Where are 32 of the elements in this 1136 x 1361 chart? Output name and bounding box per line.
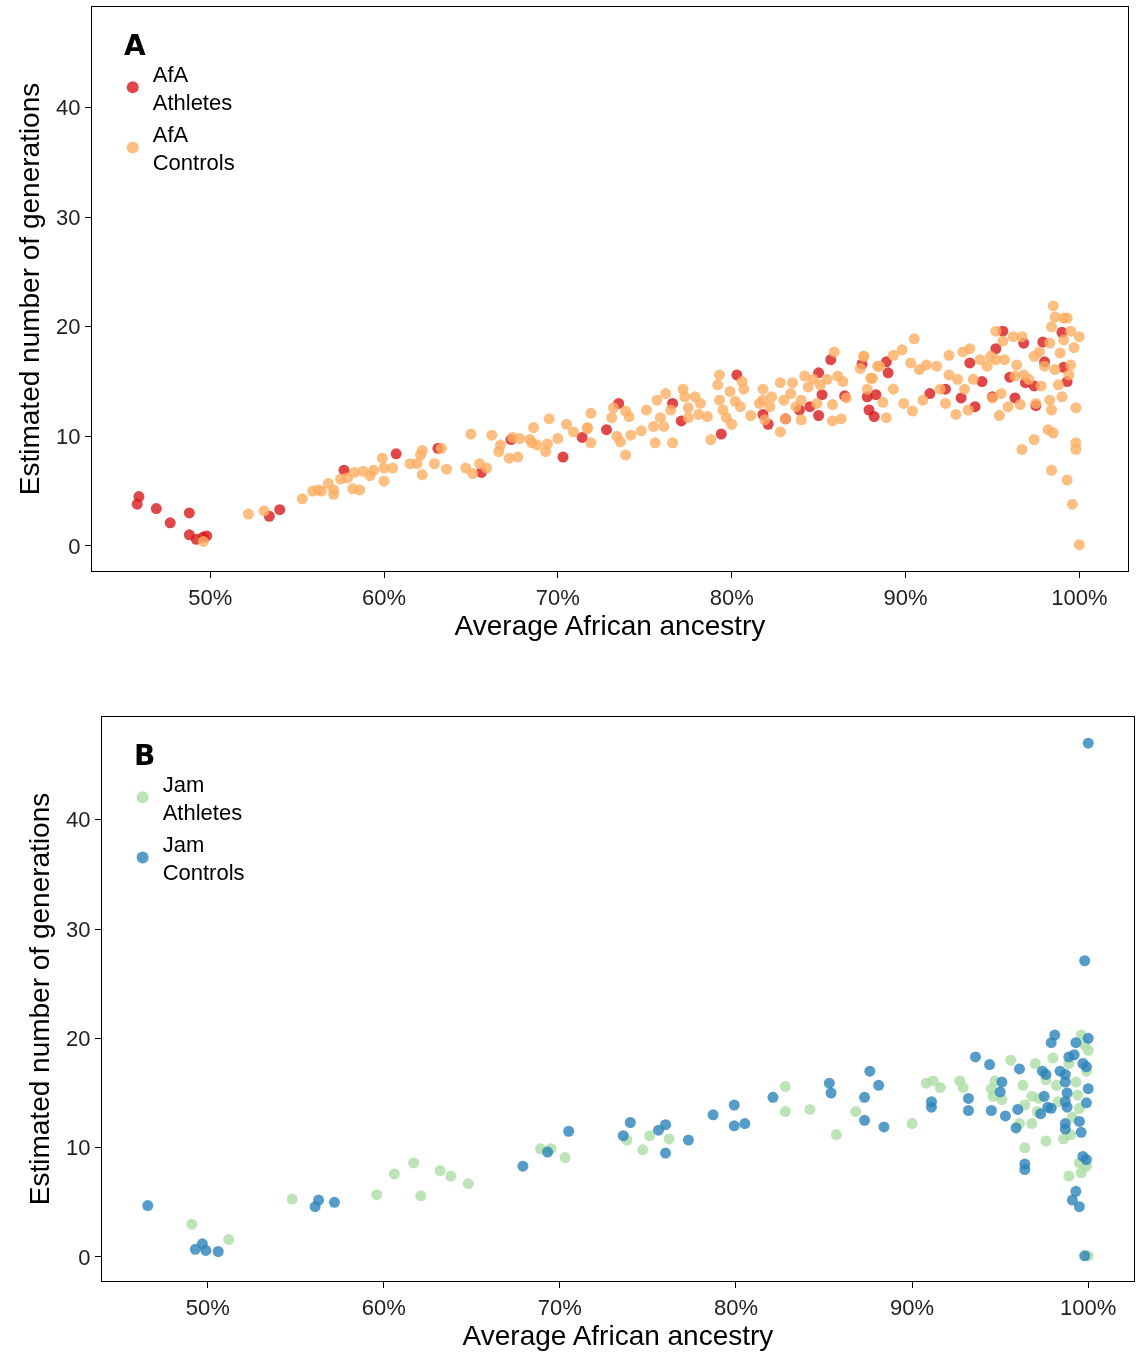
y-tick-label: 10 [65,1135,91,1161]
x-tick-label: 50% [185,1294,230,1320]
x-tick-label: 60% [362,584,407,610]
y-tick-label: 40 [55,95,81,121]
x-axis-title: Average African ancestry [454,609,766,641]
x-tick-label: 100% [1060,1294,1117,1320]
x-tick-label: 90% [890,1294,935,1320]
y-tick-label: 0 [68,533,81,559]
x-axis-title: Average African ancestry [462,1319,774,1351]
y-tick-label: 10 [55,424,81,449]
y-axis-title: Estimated number of generations [23,792,55,1206]
x-tick-label: 50% [188,584,233,610]
x-tick-label: 70% [535,584,580,610]
x-tick-label: 80% [713,1294,759,1320]
x-tick-label: 80% [709,584,754,610]
legend-label: AfA Athletes [152,61,233,116]
y-tick-label: 20 [55,314,81,340]
legend-label: Jam Athletes [162,771,243,826]
y-tick-label: 20 [65,1026,91,1052]
x-tick-label: 100% [1051,584,1108,610]
y-tick-label: 30 [55,204,81,230]
text: B [134,739,156,772]
y-tick-label: 30 [65,916,91,942]
text: A [124,29,146,62]
x-tick-label: 60% [361,1294,406,1320]
legend-label: AfA Controls [152,121,235,176]
x-tick-label: 70% [537,1294,582,1320]
y-tick-label: 40 [65,807,91,833]
y-tick-label: 0 [78,1244,91,1270]
y-axis-title: Estimated number of generations [13,82,45,496]
x-tick-label: 90% [883,584,928,610]
legend-label: Jam Controls [162,831,245,886]
